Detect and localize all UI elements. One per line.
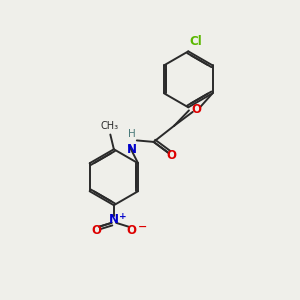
Text: N: N xyxy=(109,213,119,226)
Text: Cl: Cl xyxy=(190,35,203,48)
Text: −: − xyxy=(138,222,147,232)
Text: N: N xyxy=(127,143,136,156)
Text: CH₃: CH₃ xyxy=(101,121,119,131)
Text: O: O xyxy=(91,224,101,237)
Text: H: H xyxy=(128,129,135,139)
Text: O: O xyxy=(191,103,201,116)
Text: O: O xyxy=(166,149,176,162)
Text: O: O xyxy=(127,224,136,237)
Text: +: + xyxy=(119,212,127,221)
